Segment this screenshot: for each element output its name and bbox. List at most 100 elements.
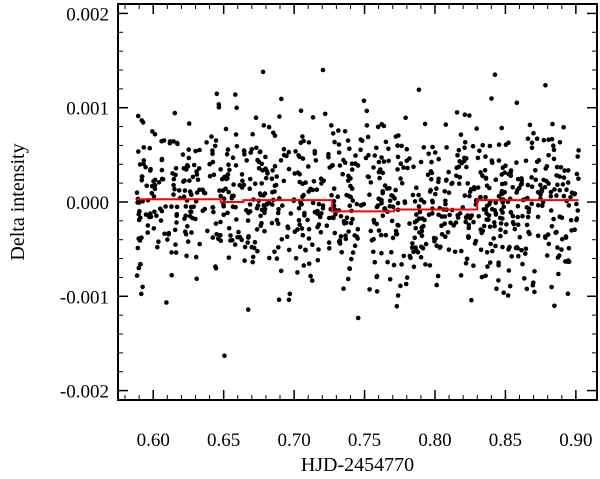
data-point xyxy=(481,223,487,229)
data-point xyxy=(306,236,312,241)
data-point xyxy=(375,124,381,130)
data-point xyxy=(164,300,169,305)
data-point xyxy=(422,217,427,223)
data-point xyxy=(387,198,393,204)
data-point xyxy=(135,245,141,251)
data-point xyxy=(353,153,358,158)
data-point xyxy=(181,194,187,199)
data-point xyxy=(186,147,191,152)
data-point xyxy=(457,175,463,180)
data-point xyxy=(514,160,519,165)
data-point xyxy=(338,214,344,219)
data-point xyxy=(221,196,227,201)
data-point xyxy=(493,243,498,249)
data-point xyxy=(551,216,556,222)
data-point xyxy=(568,217,574,223)
data-point xyxy=(314,187,320,192)
data-point xyxy=(342,160,348,165)
data-point xyxy=(173,172,178,178)
data-point xyxy=(407,221,412,226)
data-point xyxy=(191,204,196,209)
data-point xyxy=(523,251,528,256)
data-point xyxy=(297,244,303,250)
data-point xyxy=(439,223,444,228)
data-point xyxy=(464,256,470,262)
data-point xyxy=(224,151,230,157)
data-point xyxy=(251,245,257,251)
data-point xyxy=(349,186,355,191)
data-point xyxy=(166,230,172,236)
x-tick-label: 0.90 xyxy=(559,430,592,451)
data-point xyxy=(485,264,490,269)
data-point xyxy=(427,189,433,194)
data-point xyxy=(433,191,438,197)
data-point xyxy=(301,192,306,198)
data-point xyxy=(544,178,549,184)
data-point xyxy=(518,182,524,187)
data-point xyxy=(213,221,219,226)
data-point xyxy=(279,237,285,242)
data-point xyxy=(154,213,159,218)
data-point xyxy=(148,166,153,172)
data-point xyxy=(393,228,399,234)
data-point xyxy=(431,236,437,241)
data-point xyxy=(343,233,348,238)
data-point xyxy=(380,170,386,176)
data-point xyxy=(248,150,253,155)
data-point xyxy=(210,205,216,210)
data-point xyxy=(418,159,424,165)
data-point xyxy=(276,245,281,250)
data-point xyxy=(183,213,188,218)
data-point xyxy=(398,176,403,181)
data-point xyxy=(250,131,255,137)
data-point xyxy=(293,255,299,261)
data-point xyxy=(214,91,220,97)
data-point xyxy=(548,208,554,213)
data-point xyxy=(443,122,449,127)
data-point xyxy=(345,276,351,282)
data-point xyxy=(274,217,280,223)
data-point xyxy=(336,128,341,133)
data-point xyxy=(426,151,432,157)
data-point xyxy=(489,160,495,165)
data-point xyxy=(503,142,509,147)
data-point xyxy=(335,194,341,199)
data-point xyxy=(484,250,490,255)
data-point xyxy=(213,138,219,143)
data-point xyxy=(561,125,566,130)
data-point xyxy=(566,245,572,251)
data-point xyxy=(242,152,247,157)
data-point xyxy=(471,219,476,225)
x-tick-label: 0.70 xyxy=(277,430,310,451)
data-point xyxy=(486,213,492,218)
data-point xyxy=(277,114,282,119)
data-point xyxy=(233,132,239,137)
data-point xyxy=(417,209,423,215)
data-point xyxy=(478,170,483,175)
data-point xyxy=(193,148,198,154)
data-point xyxy=(309,278,315,283)
data-point xyxy=(560,182,566,187)
data-point xyxy=(393,187,398,193)
data-point xyxy=(210,159,216,165)
data-point xyxy=(190,174,196,180)
data-point xyxy=(180,152,186,157)
data-point xyxy=(529,140,535,146)
data-point xyxy=(477,148,482,154)
data-point xyxy=(483,176,489,181)
model-layer xyxy=(136,198,579,213)
data-point xyxy=(553,230,558,236)
data-point xyxy=(498,227,503,232)
data-point xyxy=(419,228,425,234)
data-point xyxy=(409,245,415,250)
data-point xyxy=(339,250,345,255)
data-point xyxy=(265,171,270,176)
data-point xyxy=(490,248,495,254)
data-point xyxy=(281,178,287,184)
data-point xyxy=(342,129,348,134)
data-point xyxy=(419,244,424,250)
data-point xyxy=(286,247,292,253)
data-point xyxy=(450,180,455,186)
data-point xyxy=(413,225,419,231)
data-point xyxy=(430,144,435,150)
